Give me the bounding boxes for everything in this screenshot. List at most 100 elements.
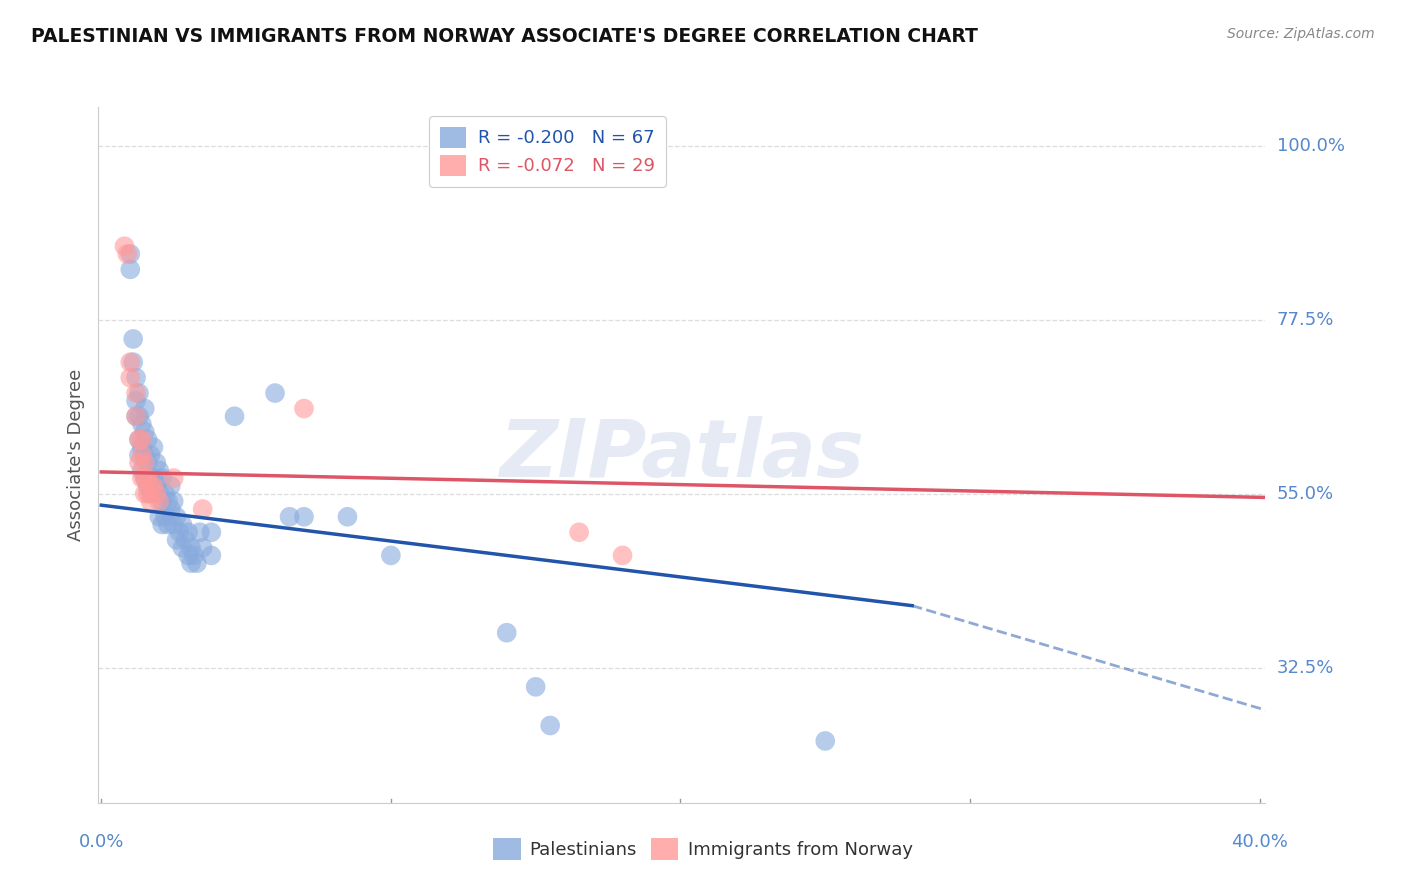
Point xyxy=(114,239,136,253)
Point xyxy=(120,262,142,277)
Point xyxy=(145,479,167,493)
Y-axis label: Associate's Degree: Associate's Degree xyxy=(66,368,84,541)
Text: PALESTINIAN VS IMMIGRANTS FROM NORWAY ASSOCIATE'S DEGREE CORRELATION CHART: PALESTINIAN VS IMMIGRANTS FROM NORWAY AS… xyxy=(31,27,977,45)
Legend: R = -0.200   N = 67, R = -0.072   N = 29: R = -0.200 N = 67, R = -0.072 N = 29 xyxy=(429,116,666,186)
Point xyxy=(139,486,162,500)
Point xyxy=(148,463,170,477)
Point xyxy=(183,549,205,563)
Point xyxy=(136,433,159,447)
Point xyxy=(180,541,202,555)
Point xyxy=(125,370,148,384)
Point xyxy=(122,332,145,346)
Point xyxy=(134,471,156,485)
Point xyxy=(131,448,153,462)
Point xyxy=(156,494,179,508)
Text: 55.0%: 55.0% xyxy=(1277,484,1334,502)
Point xyxy=(139,494,162,508)
Point xyxy=(128,448,150,462)
Point xyxy=(568,525,591,540)
Point xyxy=(278,509,301,524)
Point xyxy=(125,409,148,424)
Point xyxy=(131,471,153,485)
Point xyxy=(120,247,142,261)
Point xyxy=(125,409,148,424)
Point xyxy=(134,456,156,470)
Text: 32.5%: 32.5% xyxy=(1277,658,1334,676)
Point xyxy=(136,486,159,500)
Point xyxy=(200,549,222,563)
Point xyxy=(139,471,162,485)
Point xyxy=(131,417,153,431)
Point xyxy=(156,517,179,532)
Point xyxy=(612,549,634,563)
Point xyxy=(134,486,156,500)
Text: 0.0%: 0.0% xyxy=(79,833,124,851)
Point xyxy=(142,471,165,485)
Point xyxy=(150,494,173,508)
Point xyxy=(166,533,188,547)
Point xyxy=(177,525,200,540)
Point xyxy=(131,440,153,454)
Point xyxy=(174,533,197,547)
Point xyxy=(139,479,162,493)
Legend: Palestinians, Immigrants from Norway: Palestinians, Immigrants from Norway xyxy=(486,830,920,867)
Point xyxy=(128,433,150,447)
Point xyxy=(125,386,148,401)
Point xyxy=(139,448,162,462)
Point xyxy=(122,355,145,369)
Point xyxy=(191,541,214,555)
Point xyxy=(134,448,156,462)
Point xyxy=(188,525,211,540)
Point xyxy=(134,401,156,416)
Point xyxy=(177,549,200,563)
Point xyxy=(186,556,208,570)
Point xyxy=(166,509,188,524)
Point xyxy=(159,479,181,493)
Text: Source: ZipAtlas.com: Source: ZipAtlas.com xyxy=(1227,27,1375,41)
Point xyxy=(159,502,181,516)
Point xyxy=(128,386,150,401)
Point xyxy=(145,486,167,500)
Point xyxy=(336,509,359,524)
Point xyxy=(148,509,170,524)
Point xyxy=(163,494,186,508)
Point xyxy=(134,471,156,485)
Point xyxy=(191,502,214,516)
Point xyxy=(153,486,176,500)
Point xyxy=(128,456,150,470)
Point xyxy=(180,556,202,570)
Point xyxy=(538,718,561,732)
Text: 100.0%: 100.0% xyxy=(1277,136,1344,154)
Point xyxy=(131,463,153,477)
Point xyxy=(148,494,170,508)
Point xyxy=(163,517,186,532)
Point xyxy=(172,541,194,555)
Point xyxy=(150,471,173,485)
Point xyxy=(148,486,170,500)
Point xyxy=(495,625,517,640)
Point xyxy=(120,370,142,384)
Point xyxy=(153,509,176,524)
Point xyxy=(150,517,173,532)
Point xyxy=(524,680,547,694)
Point xyxy=(264,386,287,401)
Point xyxy=(136,456,159,470)
Point xyxy=(169,525,191,540)
Point xyxy=(131,433,153,447)
Point xyxy=(136,479,159,493)
Point xyxy=(142,479,165,493)
Point xyxy=(117,247,139,261)
Point xyxy=(814,734,837,748)
Point xyxy=(128,433,150,447)
Point xyxy=(163,471,186,485)
Point xyxy=(134,425,156,439)
Point xyxy=(125,393,148,408)
Point xyxy=(136,471,159,485)
Text: ZIPatlas: ZIPatlas xyxy=(499,416,865,494)
Point xyxy=(292,401,315,416)
Text: 40.0%: 40.0% xyxy=(1232,833,1288,851)
Point xyxy=(120,355,142,369)
Point xyxy=(200,525,222,540)
Point xyxy=(380,549,402,563)
Point xyxy=(128,409,150,424)
